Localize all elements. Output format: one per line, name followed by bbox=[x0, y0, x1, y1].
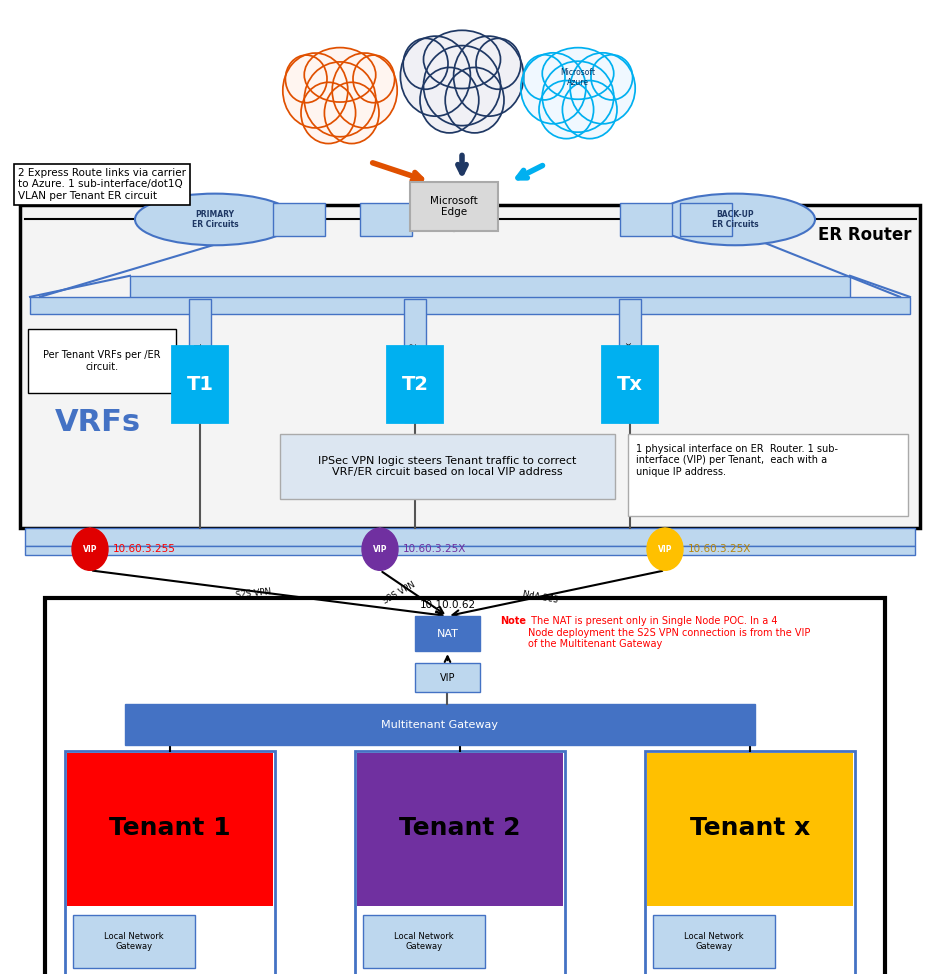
Bar bbox=[410, 182, 498, 231]
Text: S2S VPN: S2S VPN bbox=[523, 585, 560, 601]
Text: Local Network
Gateway: Local Network Gateway bbox=[104, 932, 164, 952]
Text: PRIMARY
ER Circuits: PRIMARY ER Circuits bbox=[192, 209, 238, 229]
Text: Tx: Tx bbox=[617, 375, 643, 393]
Ellipse shape bbox=[423, 46, 501, 126]
Bar bbox=[363, 916, 485, 968]
Text: T2: T2 bbox=[402, 375, 428, 393]
Bar bbox=[45, 598, 885, 974]
Text: Per Tenant VRFs per /ER
circuit.: Per Tenant VRFs per /ER circuit. bbox=[43, 350, 161, 372]
Ellipse shape bbox=[304, 48, 375, 102]
Text: 10.10.0.62: 10.10.0.62 bbox=[420, 600, 475, 611]
Bar bbox=[189, 299, 211, 423]
Text: BACK-UP
ER Circuits: BACK-UP ER Circuits bbox=[711, 209, 758, 229]
Bar bbox=[25, 528, 915, 545]
Ellipse shape bbox=[542, 48, 614, 99]
Bar bbox=[415, 663, 480, 693]
Bar bbox=[602, 346, 658, 423]
Ellipse shape bbox=[353, 56, 394, 102]
Bar bbox=[73, 916, 195, 968]
Bar bbox=[30, 297, 910, 315]
Bar bbox=[388, 346, 442, 423]
Bar bbox=[28, 328, 176, 393]
Ellipse shape bbox=[420, 67, 479, 132]
Ellipse shape bbox=[539, 81, 594, 138]
Text: VRFs: VRFs bbox=[55, 408, 141, 437]
Ellipse shape bbox=[301, 83, 356, 143]
Ellipse shape bbox=[332, 53, 397, 128]
Ellipse shape bbox=[655, 194, 815, 245]
Bar bbox=[647, 753, 853, 906]
Bar bbox=[619, 299, 641, 423]
Text: T1: T1 bbox=[186, 375, 214, 393]
Text: VIP: VIP bbox=[83, 544, 97, 553]
Ellipse shape bbox=[520, 53, 586, 124]
Ellipse shape bbox=[325, 83, 379, 143]
Ellipse shape bbox=[283, 53, 348, 128]
Text: IPSec VPN logic steers Tenant traffic to correct
VRF/ER circuit based on local V: IPSec VPN logic steers Tenant traffic to… bbox=[318, 456, 577, 477]
Bar bbox=[620, 203, 672, 236]
Bar bbox=[360, 203, 412, 236]
Bar bbox=[415, 617, 480, 652]
Bar bbox=[653, 916, 774, 968]
Text: 2 Express Route links via carrier
to Azure. 1 sub-interface/dot1Q
VLAN per Tenan: 2 Express Route links via carrier to Azu… bbox=[18, 168, 186, 201]
Ellipse shape bbox=[454, 36, 523, 116]
Bar bbox=[20, 206, 920, 528]
Text: The NAT is present only in Single Node POC. In a 4
Node deployment the S2S VPN c: The NAT is present only in Single Node P… bbox=[528, 617, 810, 650]
Text: Tenant 2: Tenant 2 bbox=[399, 816, 520, 841]
Ellipse shape bbox=[401, 36, 470, 116]
Circle shape bbox=[362, 528, 398, 571]
Text: VLAN 10x: VLAN 10x bbox=[626, 342, 634, 380]
Text: 10.60.3.25X: 10.60.3.25X bbox=[688, 544, 751, 554]
Bar bbox=[273, 203, 325, 236]
Bar bbox=[355, 751, 565, 974]
Bar bbox=[25, 545, 915, 555]
Ellipse shape bbox=[135, 194, 295, 245]
Text: VIP: VIP bbox=[658, 544, 672, 553]
Bar bbox=[628, 434, 908, 516]
Ellipse shape bbox=[591, 55, 632, 100]
Text: ER Router: ER Router bbox=[819, 227, 912, 244]
Ellipse shape bbox=[570, 53, 635, 124]
Bar bbox=[67, 753, 273, 906]
Text: VIP: VIP bbox=[439, 673, 455, 683]
Bar bbox=[404, 299, 426, 423]
Text: Tenant x: Tenant x bbox=[690, 816, 810, 841]
Text: Note: Note bbox=[500, 617, 526, 626]
Ellipse shape bbox=[523, 55, 565, 100]
Ellipse shape bbox=[563, 81, 617, 138]
Ellipse shape bbox=[304, 62, 375, 136]
Circle shape bbox=[647, 528, 683, 571]
Ellipse shape bbox=[476, 38, 520, 90]
Text: 1 physical interface on ER  Router. 1 sub-
interface (VIP) per Tenant,  each wit: 1 physical interface on ER Router. 1 sub… bbox=[636, 443, 838, 477]
Text: VLAN 101: VLAN 101 bbox=[196, 342, 204, 380]
Text: Multitenant Gateway: Multitenant Gateway bbox=[381, 720, 499, 730]
Bar bbox=[357, 753, 563, 906]
Ellipse shape bbox=[403, 38, 448, 90]
Ellipse shape bbox=[285, 56, 327, 102]
Bar bbox=[65, 751, 275, 974]
Bar bbox=[130, 276, 850, 299]
Text: Microsoft
Edge: Microsoft Edge bbox=[430, 196, 478, 217]
Bar bbox=[680, 203, 732, 236]
Bar bbox=[645, 751, 855, 974]
Circle shape bbox=[72, 528, 108, 571]
Bar bbox=[280, 434, 615, 499]
Text: Microsoft
Azure: Microsoft Azure bbox=[561, 68, 596, 87]
Ellipse shape bbox=[423, 30, 501, 89]
Ellipse shape bbox=[445, 67, 504, 132]
Text: Local Network
Gateway: Local Network Gateway bbox=[394, 932, 454, 952]
Text: S2S VPN: S2S VPN bbox=[381, 581, 417, 606]
Text: VLAN 102: VLAN 102 bbox=[410, 342, 420, 380]
Text: Tenant 1: Tenant 1 bbox=[109, 816, 231, 841]
Bar bbox=[172, 346, 228, 423]
Text: 10.60.3.255: 10.60.3.255 bbox=[113, 544, 176, 554]
Text: Local Network
Gateway: Local Network Gateway bbox=[684, 932, 743, 952]
Text: S2S VPN: S2S VPN bbox=[235, 586, 272, 600]
Text: VIP: VIP bbox=[373, 544, 388, 553]
Ellipse shape bbox=[542, 61, 614, 132]
Text: 10.60.3.25X: 10.60.3.25X bbox=[403, 544, 467, 554]
Text: NAT: NAT bbox=[437, 628, 458, 639]
Bar bbox=[125, 704, 755, 745]
